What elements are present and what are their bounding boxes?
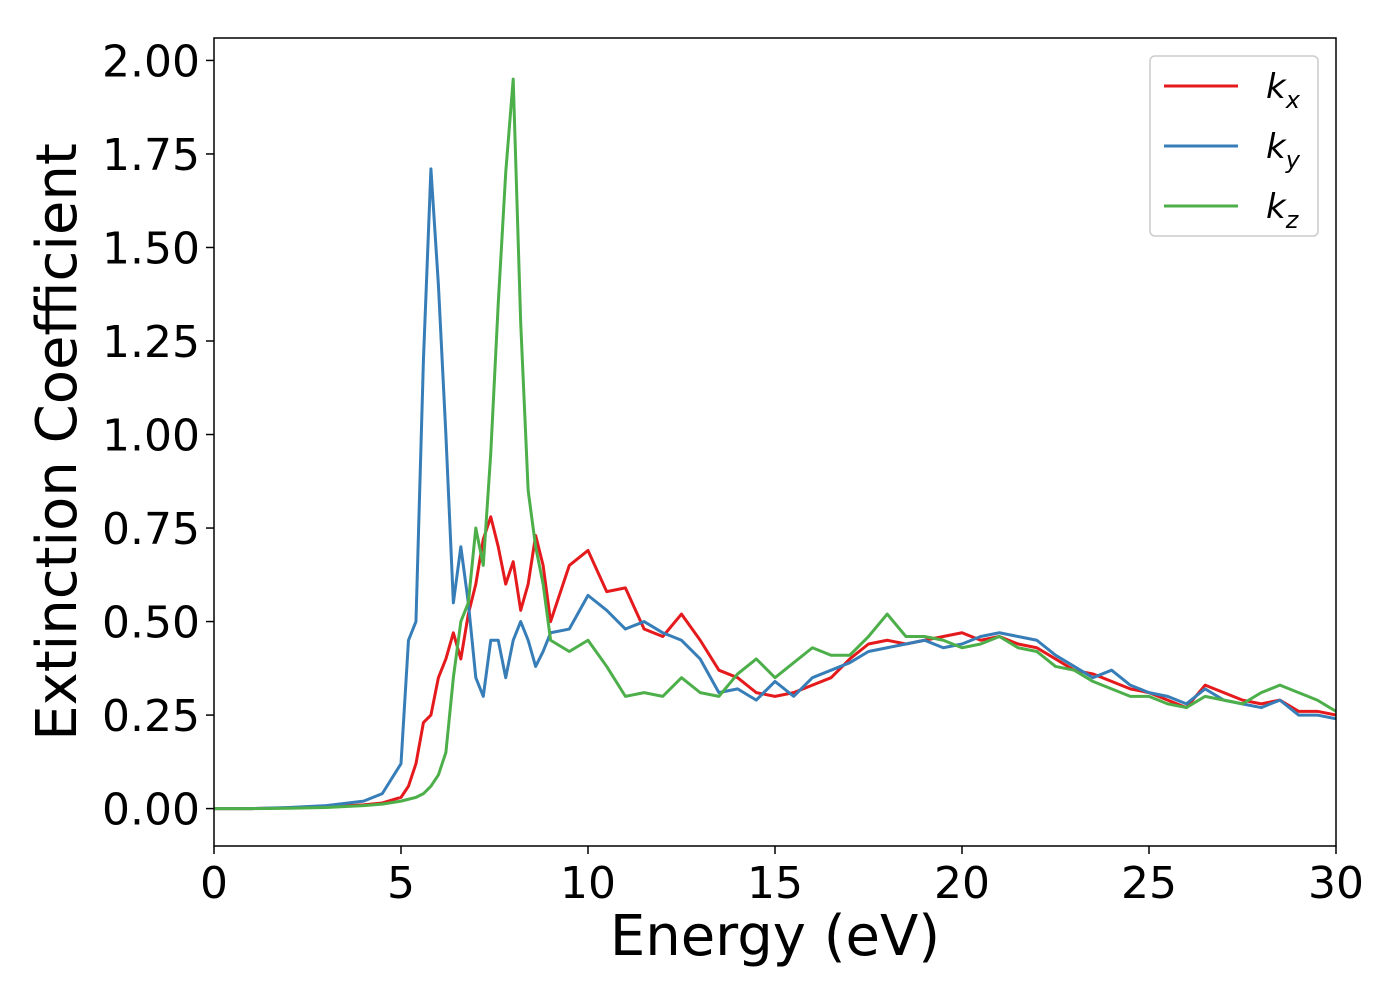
x-tick-label: 25 [1121,858,1177,909]
y-tick-label: 0.25 [102,691,200,742]
series-line [214,77,1336,811]
y-axis-label: Extinction Coefficient [25,143,90,741]
y-tick-label: 0.75 [102,504,200,555]
x-tick-label: 15 [747,858,803,909]
legend-label: ky [1266,127,1301,174]
y-tick-label: 1.75 [102,130,200,181]
y-tick-label: 1.50 [102,223,200,274]
plot-frame [213,37,1337,847]
x-tick-label: 30 [1308,858,1364,909]
legend-label: kx [1266,67,1301,114]
legend-label: kz [1266,187,1300,234]
x-tick-label: 20 [934,858,990,909]
series-line [214,167,1336,811]
y-tick-label: 1.25 [102,317,200,368]
x-tick-label: 0 [200,858,228,909]
x-axis-label: Energy (eV) [610,904,940,969]
y-tick-label: 0.50 [102,598,200,649]
x-tick-label: 5 [387,858,415,909]
x-tick-label: 10 [560,858,616,909]
y-tick-label: 1.00 [102,411,200,462]
series-line [214,515,1336,811]
y-tick-label: 2.00 [102,36,200,87]
y-tick-label: 0.00 [102,785,200,836]
